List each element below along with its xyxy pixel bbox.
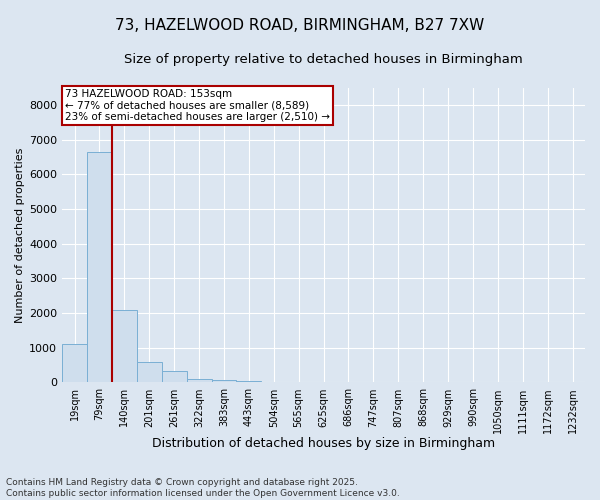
Text: 73, HAZELWOOD ROAD, BIRMINGHAM, B27 7XW: 73, HAZELWOOD ROAD, BIRMINGHAM, B27 7XW bbox=[115, 18, 485, 32]
Text: Contains HM Land Registry data © Crown copyright and database right 2025.
Contai: Contains HM Land Registry data © Crown c… bbox=[6, 478, 400, 498]
Y-axis label: Number of detached properties: Number of detached properties bbox=[15, 148, 25, 322]
Bar bbox=[62, 344, 87, 383]
Bar bbox=[112, 310, 137, 382]
Bar bbox=[137, 362, 162, 382]
Bar bbox=[87, 152, 112, 382]
Bar bbox=[162, 371, 187, 382]
Title: Size of property relative to detached houses in Birmingham: Size of property relative to detached ho… bbox=[124, 52, 523, 66]
Text: 73 HAZELWOOD ROAD: 153sqm
← 77% of detached houses are smaller (8,589)
23% of se: 73 HAZELWOOD ROAD: 153sqm ← 77% of detac… bbox=[65, 89, 330, 122]
Bar bbox=[236, 380, 262, 382]
Bar bbox=[212, 380, 236, 382]
Bar bbox=[187, 378, 212, 382]
X-axis label: Distribution of detached houses by size in Birmingham: Distribution of detached houses by size … bbox=[152, 437, 495, 450]
